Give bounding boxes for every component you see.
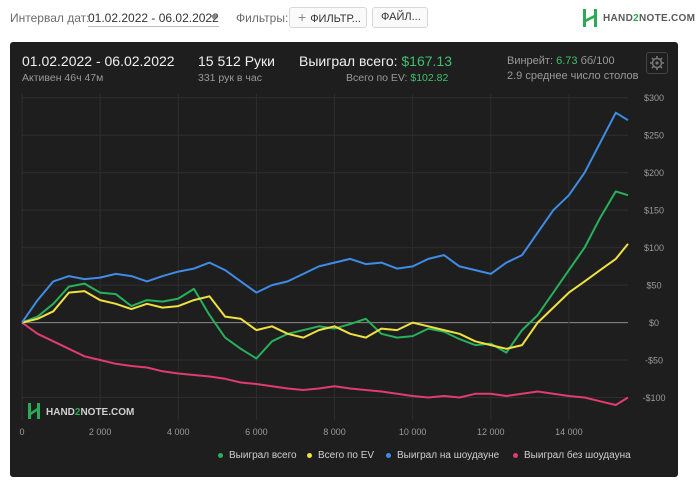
legend-dot (218, 453, 223, 458)
y-tick-label: $300 (644, 93, 664, 103)
legend-item-ev-total[interactable]: Всего по EV (307, 450, 374, 461)
avg-tables: 2.9 среднее число столов (507, 70, 639, 82)
y-tick-label: $50 (646, 281, 661, 291)
winrate: Винрейт: 6.73 бб/100 (507, 55, 615, 67)
report-panel: 01.02.2022 - 06.02.2022 Активен 46ч 47м … (10, 42, 678, 477)
y-tick-label: $250 (644, 131, 664, 141)
ev-total-label: Всего по EV: (346, 72, 408, 84)
settings-button[interactable] (646, 52, 668, 74)
x-tick-label: 12 000 (477, 427, 505, 437)
won-total-label: Выиграл всего: (299, 53, 398, 69)
x-tick-label: 2 000 (89, 427, 112, 437)
won-total-value: $167.13 (401, 53, 452, 69)
period-title: 01.02.2022 - 06.02.2022 (22, 53, 175, 69)
files-button-label: ФАЙЛ... (381, 11, 421, 23)
y-tick-label: -$50 (645, 356, 663, 366)
won-total: Выиграл всего: $167.13 (299, 53, 452, 69)
winrate-unit: бб/100 (580, 55, 615, 67)
filter-button-label: ФИЛЬТР... (310, 13, 361, 25)
hands-per-hour: 331 рук в час (198, 72, 262, 84)
series-line-3 (21, 321, 629, 406)
chart-series (21, 111, 629, 406)
x-tick-label: 10 000 (399, 427, 427, 437)
winrate-label: Винрейт: (507, 55, 554, 67)
filter-button[interactable]: + ФИЛЬТР... (289, 7, 367, 28)
legend-item-won-no-showdown[interactable]: Выиграл без шоудауна (513, 450, 631, 461)
filters-label: Фильтры: (236, 11, 289, 25)
logo-icon (583, 9, 597, 27)
date-range-select[interactable]: 01.02.2022 - 06.02.2022 (88, 11, 219, 27)
plus-icon: + (298, 9, 307, 25)
date-interval-label: Интервал дат: (10, 11, 90, 25)
y-tick-label: $0 (649, 318, 659, 328)
ev-total-value: $102.82 (410, 72, 449, 84)
watermark-text: HAND2NOTE.COM (46, 407, 134, 418)
profit-chart: $300 $250 $200 $150 $100 $50 $0 -$50 -$100 0 2 000… (19, 93, 665, 437)
top-toolbar: Интервал дат: 01.02.2022 - 06.02.2022 Фи… (0, 0, 700, 36)
chevron-down-icon[interactable] (210, 15, 218, 20)
legend-dot (513, 453, 518, 458)
y-tick-label: $150 (644, 206, 664, 216)
watermark-logo: HAND2NOTE.COM (28, 403, 134, 419)
logo-text: HAND2NOTE.COM (603, 12, 696, 24)
winrate-value: 6.73 (556, 55, 578, 67)
legend-item-won-showdown[interactable]: Выиграл на шоудауне (386, 450, 499, 461)
gear-icon (650, 56, 664, 70)
y-tick-label: -$100 (642, 393, 665, 403)
x-tick-label: 14 000 (555, 427, 583, 437)
x-tick-label: 6 000 (245, 427, 268, 437)
x-tick-label: 8 000 (323, 427, 346, 437)
y-tick-label: $100 (644, 243, 664, 253)
y-tick-label: $200 (644, 168, 664, 178)
hands-count: 15 512 Руки (198, 53, 275, 69)
legend-item-won-total[interactable]: Выиграл всего (218, 450, 297, 461)
series-line-1 (21, 243, 629, 350)
legend-dot (307, 453, 312, 458)
chart-grid (21, 94, 628, 420)
active-time: Активен 46ч 47м (22, 72, 104, 84)
files-button[interactable]: ФАЙЛ... (372, 7, 428, 28)
legend-dot (386, 453, 391, 458)
hand2note-logo: HAND2NOTE.COM (583, 8, 695, 28)
chart-axis-labels: $300 $250 $200 $150 $100 $50 $0 -$50 -$100 0 2 000… (19, 93, 665, 437)
x-tick-label: 0 (19, 427, 24, 437)
series-line-2 (21, 111, 629, 324)
x-tick-label: 4 000 (167, 427, 190, 437)
ev-total: Всего по EV: $102.82 (346, 72, 448, 84)
